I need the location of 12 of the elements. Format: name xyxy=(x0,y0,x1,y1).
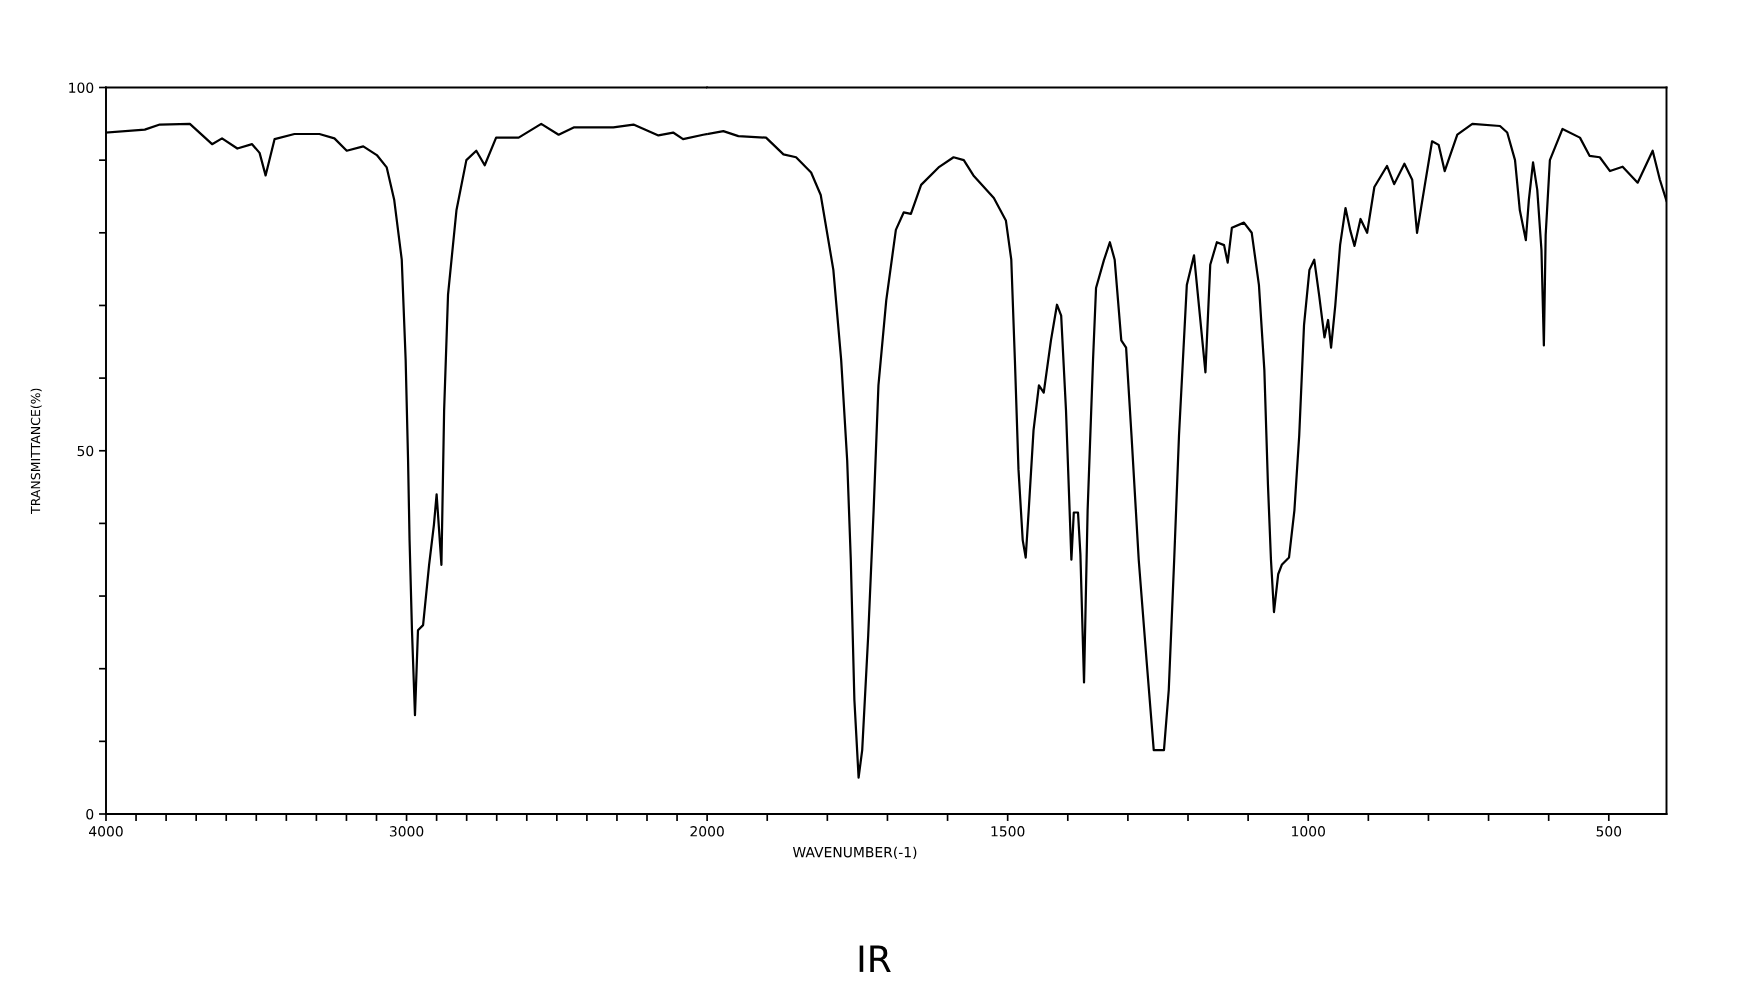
x-tick-label: 500 xyxy=(1596,826,1622,837)
x-tick-label: 3000 xyxy=(389,826,424,837)
y-tick-label: 50 xyxy=(77,445,94,457)
y-tick-label: 100 xyxy=(69,82,94,93)
x-tick-label: 1000 xyxy=(1292,826,1325,837)
text: IR xyxy=(859,945,891,972)
y-tick-label: 0 xyxy=(86,808,94,820)
x-axis-title: WAVENUMBER(-1) xyxy=(792,846,917,860)
x-tick-label: 1500 xyxy=(991,826,1025,837)
x-tick-label: 2000 xyxy=(690,826,724,837)
x-tick-label: 4000 xyxy=(89,826,123,837)
y-axis-title: TRANSMITTANCE(%) xyxy=(30,388,42,514)
